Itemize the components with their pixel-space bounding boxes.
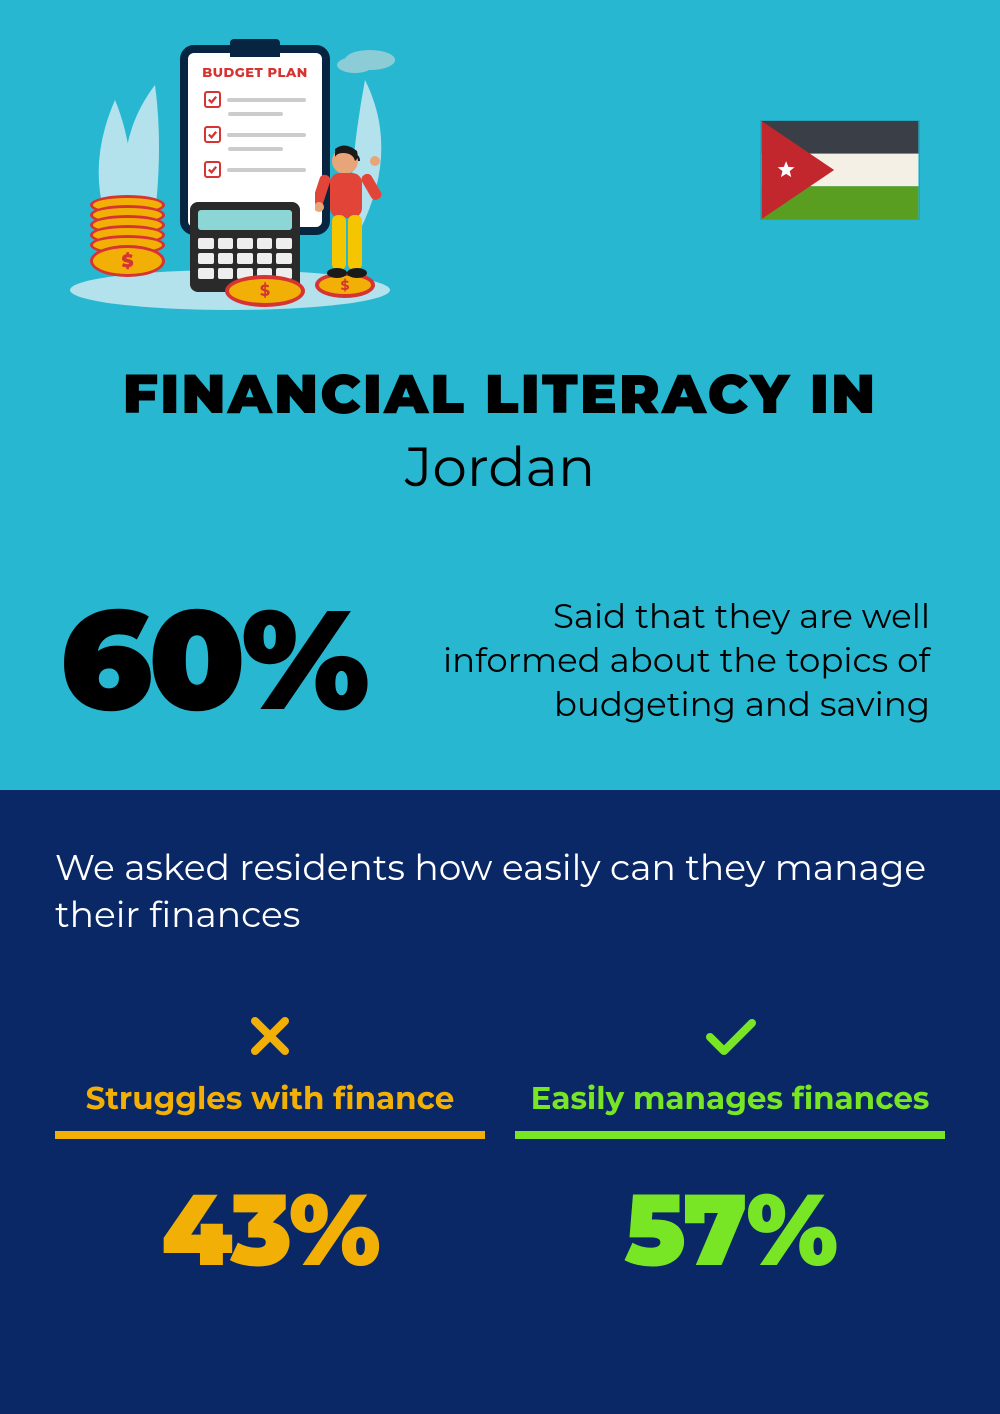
checkbox-icon: [204, 161, 221, 178]
coin-icon: $: [225, 275, 305, 307]
manages-label: Easily manages finances: [515, 1079, 945, 1117]
coin-stack-icon: $: [90, 205, 165, 277]
struggles-label: Struggles with finance: [55, 1079, 485, 1117]
top-section: BUDGET PLAN: [0, 0, 1000, 790]
struggles-column: Struggles with finance 43%: [55, 1009, 485, 1291]
struggles-percent: 43%: [55, 1169, 485, 1291]
checklist-line: [228, 147, 283, 151]
bottom-section: We asked residents how easily can they m…: [0, 790, 1000, 1414]
page-title: FINANCIAL LITERACY IN: [60, 360, 940, 427]
budget-illustration: BUDGET PLAN: [60, 30, 400, 310]
country-name: Jordan: [60, 433, 940, 500]
checklist-row: [204, 161, 306, 178]
checklist-line: [227, 133, 306, 137]
comparison-row: Struggles with finance 43% Easily manage…: [55, 1009, 945, 1291]
checklist-line: [228, 112, 283, 116]
divider: [55, 1131, 485, 1139]
headline-percent: 60%: [60, 590, 366, 730]
checkbox-icon: [204, 126, 221, 143]
check-icon: [515, 1009, 945, 1064]
jordan-flag-icon: [760, 120, 920, 220]
divider: [515, 1131, 945, 1139]
headline-description: Said that they are well informed about t…: [398, 594, 940, 727]
checklist-line: [227, 98, 306, 102]
checklist-line: [227, 168, 306, 172]
clipboard-title: BUDGET PLAN: [188, 65, 322, 81]
checklist-row: [204, 91, 306, 108]
checkbox-icon: [204, 91, 221, 108]
question-text: We asked residents how easily can they m…: [55, 845, 945, 939]
infographic-container: BUDGET PLAN: [0, 0, 1000, 1414]
calculator-screen: [198, 210, 292, 230]
header-row: BUDGET PLAN: [60, 30, 940, 320]
headline-stat: 60% Said that they are well informed abo…: [60, 590, 940, 730]
person-icon: [315, 145, 385, 295]
manages-column: Easily manages finances 57%: [515, 1009, 945, 1291]
title-block: FINANCIAL LITERACY IN Jordan: [60, 360, 940, 500]
calculator-keys: [190, 238, 300, 279]
manages-percent: 57%: [515, 1169, 945, 1291]
checklist-row: [204, 126, 306, 143]
cross-icon: [55, 1009, 485, 1064]
clipboard-clip: [230, 39, 280, 57]
